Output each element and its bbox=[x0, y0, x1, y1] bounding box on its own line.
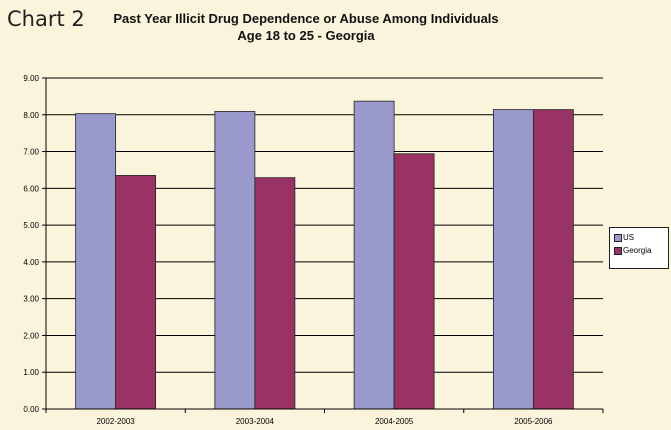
y-tick-label: 3.00 bbox=[23, 295, 39, 304]
chart-title-line-1: Past Year Illicit Drug Dependence or Abu… bbox=[113, 11, 499, 26]
legend-swatch-georgia bbox=[614, 246, 622, 255]
bar-georgia bbox=[532, 109, 574, 410]
bar-georgia bbox=[254, 177, 296, 410]
legend-label-us: US bbox=[623, 233, 635, 242]
chart-title: Past Year Illicit Drug Dependence or Abu… bbox=[96, 10, 516, 44]
y-tick-label: 7.00 bbox=[23, 148, 39, 157]
y-tick-label: 1.00 bbox=[23, 368, 39, 377]
chart-title-line-2: Age 18 to 25 - Georgia bbox=[237, 28, 375, 43]
x-tick-label: 2005-2006 bbox=[514, 417, 553, 426]
legend-label-georgia: Georgia bbox=[623, 246, 652, 255]
y-tick-label: 5.00 bbox=[23, 221, 39, 230]
y-tick-label: 4.00 bbox=[23, 258, 39, 267]
legend-item-us: US bbox=[614, 233, 634, 243]
bar-georgia bbox=[393, 153, 435, 410]
x-tick-label: 2004-2005 bbox=[375, 417, 414, 426]
legend-swatch-us bbox=[614, 233, 622, 242]
x-tick-label: 2002-2003 bbox=[96, 417, 135, 426]
x-tick-label: 2003-2004 bbox=[236, 417, 275, 426]
bar-us bbox=[75, 113, 117, 410]
y-tick-label: 9.00 bbox=[23, 74, 39, 83]
y-tick-label: 0.00 bbox=[23, 405, 39, 414]
chart-legend: US Georgia bbox=[609, 227, 669, 269]
legend-item-georgia: Georgia bbox=[614, 246, 651, 256]
y-tick-label: 8.00 bbox=[23, 111, 39, 120]
y-tick-label: 6.00 bbox=[23, 184, 39, 193]
chart-number-label: Chart 2 bbox=[7, 7, 85, 31]
bar-us bbox=[353, 100, 395, 410]
bar-us bbox=[492, 109, 534, 410]
bar-georgia bbox=[115, 175, 157, 410]
bar-us bbox=[214, 111, 256, 410]
y-tick-label: 2.00 bbox=[23, 331, 39, 340]
